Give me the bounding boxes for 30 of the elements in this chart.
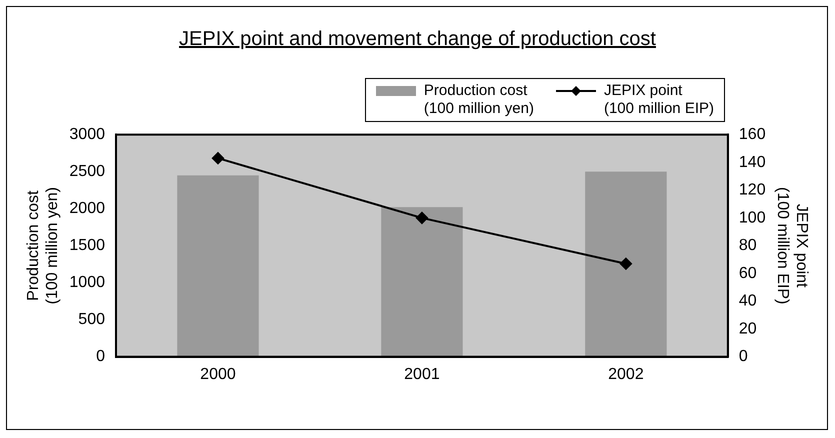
y-tick-label: 1500 bbox=[69, 237, 106, 254]
legend-label: Production cost (100 million yen) bbox=[424, 82, 534, 118]
y2-axis-title: JEPIX point (100 million EIP) bbox=[774, 187, 810, 304]
y2-tick-label: 0 bbox=[738, 348, 748, 366]
legend-label: JEPIX point (100 million EIP) bbox=[604, 82, 714, 118]
y2-tick-label: 120 bbox=[738, 182, 766, 199]
y-tick-label: 0 bbox=[96, 348, 106, 366]
y-tick-label: 1000 bbox=[69, 274, 106, 292]
y-tick-label: 2500 bbox=[69, 163, 106, 180]
y2-tick-label: 20 bbox=[738, 320, 757, 338]
chart-title: JEPIX point and movement change of production cost bbox=[178, 28, 657, 51]
x-tick-label: 2001 bbox=[404, 366, 440, 383]
y-tick-label: 2000 bbox=[69, 200, 106, 218]
bar bbox=[177, 175, 259, 357]
point bbox=[620, 258, 632, 270]
x-tick-label: 2002 bbox=[608, 366, 644, 383]
y2-tick-label: 140 bbox=[738, 154, 766, 171]
x-tick-label: 2000 bbox=[200, 366, 236, 383]
point bbox=[212, 152, 224, 164]
y2-tick-label: 60 bbox=[738, 264, 757, 282]
y-axis-title: Production cost (100 million yen) bbox=[25, 187, 62, 304]
y2-tick-label: 80 bbox=[738, 237, 757, 254]
y2-tick-label: 160 bbox=[738, 126, 766, 144]
bar bbox=[585, 172, 667, 357]
y2-tick-label: 40 bbox=[738, 292, 757, 310]
bar bbox=[381, 207, 463, 357]
point bbox=[416, 212, 428, 224]
y-tick-label: 500 bbox=[78, 311, 106, 328]
y-tick-label: 3000 bbox=[69, 126, 106, 144]
y2-tick-label: 100 bbox=[738, 209, 766, 226]
